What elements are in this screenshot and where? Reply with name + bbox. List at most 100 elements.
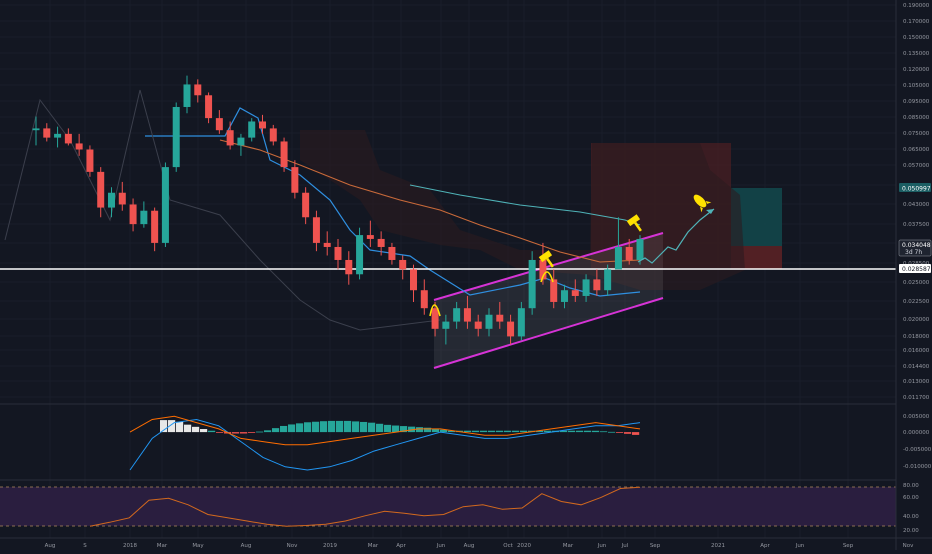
price-tick-label: 0.013000 [903,379,930,385]
time-tick-label: Sep [843,543,854,549]
candle-body [323,242,331,247]
macd-histogram-bar [592,430,600,433]
price-tick-label: 0.170000 [903,19,930,25]
macd-histogram-bar [520,430,528,433]
rsi-tick-label: 80.00 [903,483,919,489]
time-tick-label: 2018 [123,543,137,549]
candle-body [161,167,169,243]
macd-histogram-bar [568,430,576,433]
candle-body [496,314,504,322]
candle-body [129,204,137,225]
time-tick-label: Mar [368,543,379,549]
macd-histogram-bar [616,432,624,433]
candle-body [151,210,159,243]
macd-histogram-bar [600,431,608,433]
candle-body [485,314,493,329]
candle-body [625,246,633,260]
candle-body [64,133,72,144]
price-tick-label: 0.011700 [903,395,930,401]
macd-histogram-bar [480,430,488,433]
channel-lower-line [433,297,664,369]
price-tick-label: 0.016000 [903,348,930,354]
candle-body [356,235,364,275]
candle-body [334,246,342,260]
price-tick-label: 0.065000 [903,147,930,153]
time-tick-label: Aug [241,543,252,549]
macd-histogram-bar [584,430,592,433]
rsi-band [0,487,896,526]
arch-annotation [540,271,554,283]
candle-body [474,321,482,329]
time-tick-label: Jun [597,543,607,549]
time-tick-label: Oct [503,543,513,549]
ichimoku-cloud-upper [300,130,745,290]
channel-upper-line [433,232,664,301]
time-tick-label: 2019 [323,543,337,549]
candle-body [453,308,461,322]
price-tick-label: 0.020000 [903,317,930,323]
candle-body [410,269,417,291]
rocket-icon [693,194,712,213]
macd-line [129,418,641,471]
candle-body [118,192,126,205]
candle-body [172,106,180,168]
rsi-pane [89,486,641,527]
rsi-line [89,486,641,527]
macd-histogram-bar [440,429,448,433]
countdown-label: 3d 7h [905,249,922,256]
lagging-span [4,89,441,331]
macd-histogram-bar [464,430,472,433]
macd-histogram-bar [392,425,400,433]
macd-histogram-bar [632,432,640,435]
arch-annotation [429,304,441,317]
price-labels: 0.050997 0.034048 3d 7h 0.028587 [898,183,932,273]
macd-histogram-bar [296,423,304,433]
macd-histogram-bar [352,421,360,433]
time-tick-label: Jun [436,543,446,549]
candle-body [237,137,245,146]
rising-channel [433,232,664,369]
macd-histogram-bar [344,420,352,433]
candle-body [32,128,40,131]
candle-body [636,238,644,260]
candle-body [259,121,266,129]
macd-histogram-bar [400,426,408,433]
price-tick-label: 0.120000 [903,67,930,73]
candle-body [226,130,234,146]
time-tick-label: S [83,543,87,549]
projection-path [637,208,715,264]
candle-body [517,308,525,337]
candle-body [463,308,471,322]
time-tick-label: Aug [45,543,56,549]
macd-histogram-bar [328,420,336,433]
time-tick-label: Mar [157,543,168,549]
macd-pane [129,415,641,471]
channel-fill [434,233,663,368]
price-tick-label: 0.025000 [903,280,930,286]
candle-body [54,133,62,138]
price-tick-label: 0.150000 [903,35,930,41]
macd-histogram-bar [432,428,440,433]
macd-histogram-bar [544,430,552,433]
candle-body [388,246,396,260]
macd-histogram-bar [264,430,272,433]
time-tick-label: Nov [287,543,298,549]
candle-body [140,210,148,225]
candle-body [377,238,385,247]
candle-body [528,259,536,309]
candle-body [280,141,288,168]
candle-body [248,121,256,138]
macd-histogram-bar [208,430,216,433]
macd-histogram-bar [240,432,248,434]
price-tick-label: 0.095000 [903,99,930,105]
time-tick-label: 2020 [517,543,531,549]
annotations [429,194,715,317]
macd-histogram-bar [192,426,200,433]
candle-body [561,290,568,302]
candle-body [86,149,94,172]
current-price-label: 0.034048 [902,242,931,249]
macd-histogram-bar [336,420,344,433]
